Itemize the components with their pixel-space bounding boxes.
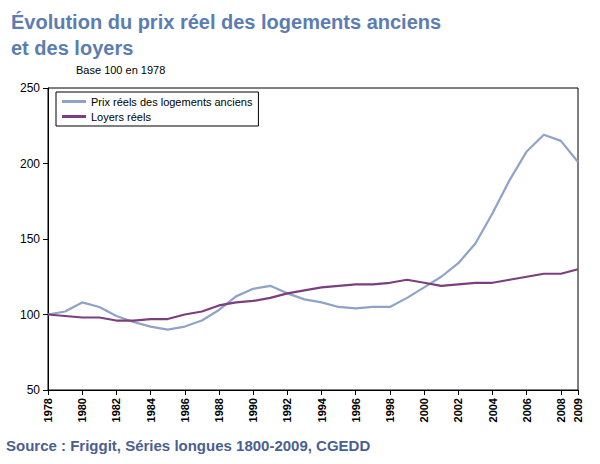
svg-text:1988: 1988: [213, 398, 225, 422]
svg-text:Évolution du prix réel des log: Évolution du prix réel des logements anc…: [11, 11, 441, 33]
svg-text:et des loyers: et des loyers: [11, 37, 133, 59]
svg-text:1978: 1978: [42, 398, 54, 422]
svg-text:2000: 2000: [418, 398, 430, 422]
svg-text:200: 200: [20, 157, 40, 171]
svg-text:50: 50: [27, 383, 41, 397]
svg-text:Prix réels des logements ancie: Prix réels des logements anciens: [91, 96, 253, 108]
svg-text:2002: 2002: [452, 398, 464, 422]
svg-text:1982: 1982: [110, 398, 122, 422]
svg-text:1990: 1990: [247, 398, 259, 422]
svg-text:2008: 2008: [555, 398, 567, 422]
svg-text:1992: 1992: [281, 398, 293, 422]
svg-text:2004: 2004: [487, 397, 499, 422]
svg-text:1994: 1994: [316, 397, 328, 422]
svg-text:1996: 1996: [350, 398, 362, 422]
svg-text:100: 100: [20, 308, 40, 322]
svg-text:Base 100 en 1978: Base 100 en 1978: [76, 64, 165, 76]
svg-text:2009: 2009: [572, 398, 584, 422]
svg-text:Source : Friggit, Séries longu: Source : Friggit, Séries longues 1800-20…: [6, 437, 370, 454]
svg-text:1998: 1998: [384, 398, 396, 422]
svg-text:1980: 1980: [76, 398, 88, 422]
svg-text:150: 150: [20, 232, 40, 246]
svg-text:1984: 1984: [145, 397, 157, 422]
svg-text:1986: 1986: [179, 398, 191, 422]
svg-text:2006: 2006: [521, 398, 533, 422]
svg-text:250: 250: [20, 81, 40, 95]
svg-text:Loyers réels: Loyers réels: [91, 111, 151, 123]
